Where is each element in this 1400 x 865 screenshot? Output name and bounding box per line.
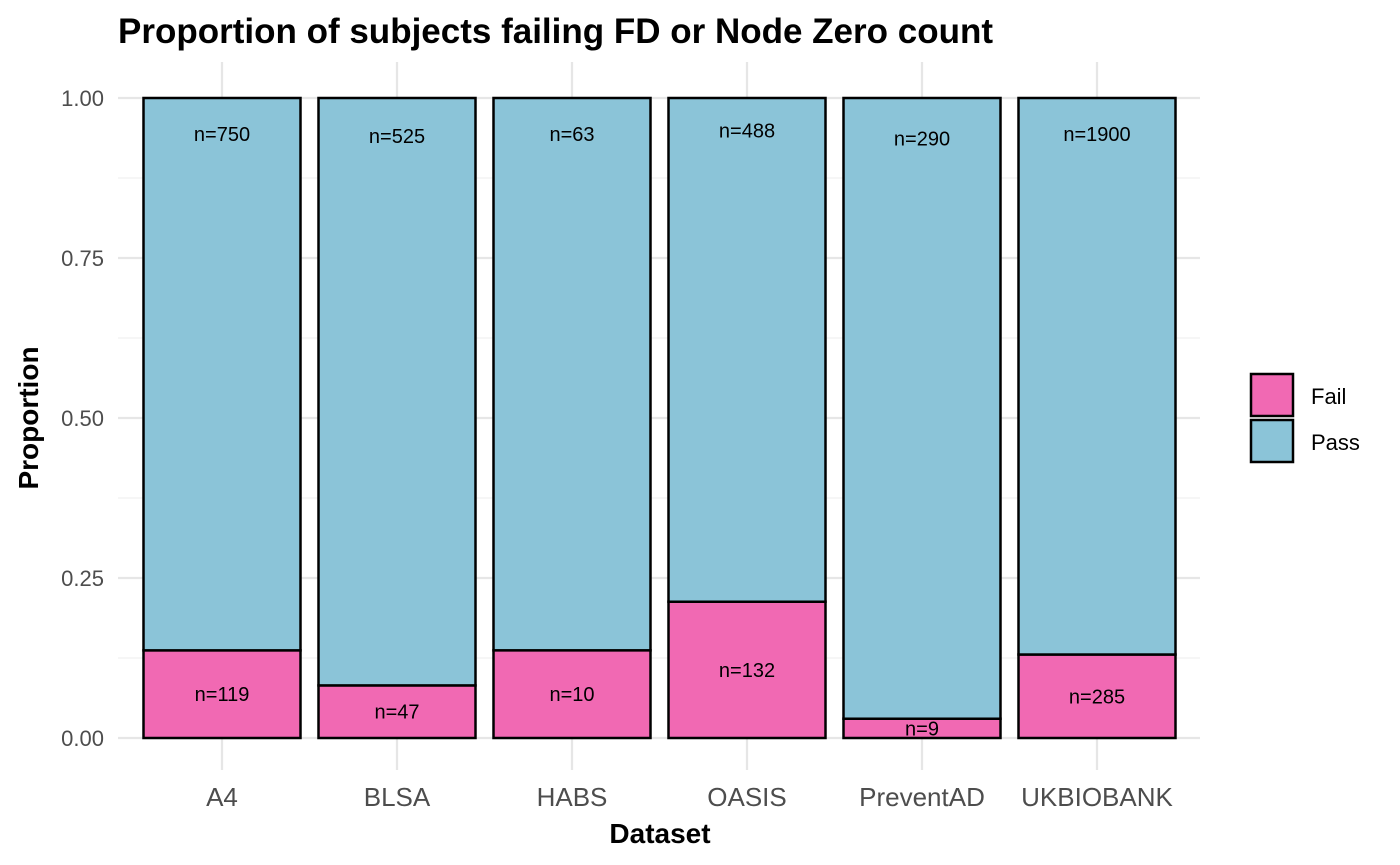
x-tick-label: PreventAD (859, 782, 985, 812)
bar-fail-habs (492, 649, 652, 740)
bar-label-fail-preventad: n=9 (905, 718, 939, 740)
y-axis-title: Proportion (13, 346, 44, 489)
bar-label-fail-habs: n=10 (549, 684, 594, 706)
bar-label-pass-blsa: n=525 (369, 126, 425, 148)
x-axis: A4 BLSA HABS OASIS PreventAD UKBIOBANK (206, 782, 1173, 812)
bar-labels: n=119 n=750 n=47 n=525 n=10 n=63 n=132 n=488 n=9… (194, 121, 1131, 741)
y-tick-label: 0.75 (61, 246, 104, 271)
x-axis-title: Dataset (609, 818, 710, 849)
bar-fail-ukbiobank (1017, 653, 1177, 740)
bar-fail-a4 (142, 649, 302, 740)
x-tick-label: HABS (537, 782, 608, 812)
bar-pass-preventad (842, 96, 1002, 720)
x-tick-label: OASIS (707, 782, 786, 812)
bar-fail-blsa (317, 684, 477, 740)
bar-label-fail-ukbiobank: n=285 (1069, 686, 1125, 708)
legend-label-fail: Fail (1311, 384, 1346, 409)
bar-pass-blsa (317, 96, 477, 687)
legend-label-pass: Pass (1311, 430, 1360, 455)
bar-label-fail-oasis: n=132 (719, 660, 775, 682)
bar-pass-a4 (142, 96, 302, 652)
bar-label-fail-a4: n=119 (195, 684, 250, 706)
y-tick-label: 0.50 (61, 406, 104, 431)
bars (142, 96, 1177, 740)
bar-label-fail-blsa: n=47 (374, 702, 419, 724)
legend: Fail Pass (1249, 372, 1360, 464)
y-tick-label: 0.00 (61, 726, 104, 751)
bar-label-pass-habs: n=63 (549, 124, 594, 146)
bar-pass-habs (492, 96, 652, 652)
y-axis: 0.00 0.25 0.50 0.75 1.00 (61, 86, 104, 751)
bar-label-pass-preventad: n=290 (894, 128, 950, 150)
legend-key-pass (1249, 418, 1295, 464)
bar-label-pass-a4: n=750 (194, 124, 250, 146)
bar-pass-oasis (667, 96, 827, 603)
x-tick-label: A4 (206, 782, 238, 812)
bar-label-pass-ukbiobank: n=1900 (1063, 124, 1130, 146)
chart-title: Proportion of subjects failing FD or Nod… (118, 12, 993, 51)
bar-pass-ukbiobank (1017, 96, 1177, 656)
x-tick-label: UKBIOBANK (1021, 782, 1173, 812)
legend-key-fail (1249, 372, 1295, 418)
y-tick-label: 0.25 (61, 566, 104, 591)
bar-label-pass-oasis: n=488 (719, 121, 775, 143)
y-tick-label: 1.00 (61, 86, 104, 111)
x-tick-label: BLSA (364, 782, 431, 812)
